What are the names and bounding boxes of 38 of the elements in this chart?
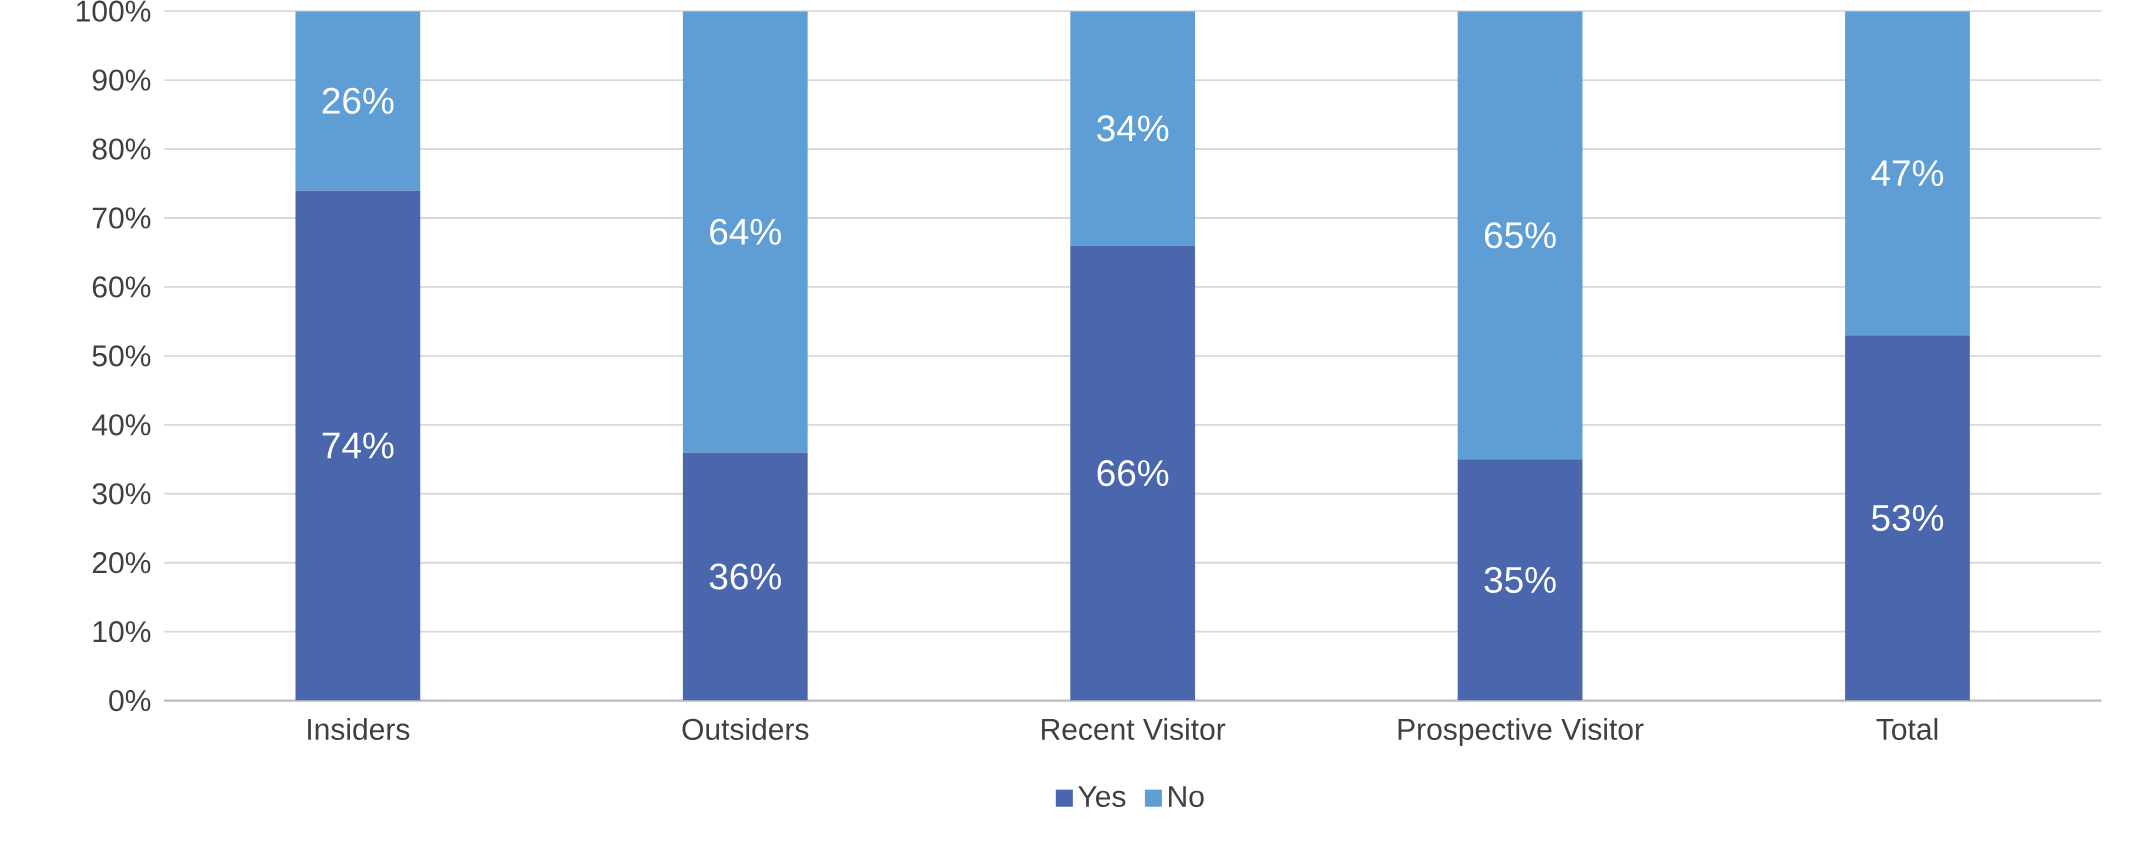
bar bbox=[682, 452, 808, 701]
data-label: 64% bbox=[710, 218, 781, 245]
y-tick-label: 50% bbox=[92, 345, 151, 367]
y-tick-label: 10% bbox=[93, 621, 151, 643]
bar bbox=[682, 11, 808, 453]
legend-label: Yes bbox=[1078, 786, 1126, 808]
y-tick-label: 70% bbox=[92, 207, 151, 229]
bar bbox=[1845, 335, 1970, 701]
x-tick-label: Total bbox=[1876, 718, 1938, 741]
bar bbox=[295, 11, 421, 191]
y-tick-label: 90% bbox=[92, 69, 151, 91]
bar bbox=[295, 190, 421, 701]
y-tick-label: 60% bbox=[92, 276, 151, 298]
legend-label: No bbox=[1169, 786, 1204, 808]
y-tick-label: 40% bbox=[92, 414, 151, 436]
data-label: 66% bbox=[1097, 460, 1169, 487]
bar bbox=[1845, 11, 1970, 336]
x-tick-label: Prospective Visitor bbox=[1398, 718, 1644, 747]
data-label: 36% bbox=[709, 563, 781, 590]
bar bbox=[1457, 459, 1583, 701]
data-label: 26% bbox=[322, 87, 394, 114]
y-tick-label: 100% bbox=[76, 0, 151, 22]
data-label: 74% bbox=[322, 432, 394, 459]
data-label: 35% bbox=[1484, 567, 1556, 594]
bar bbox=[1070, 245, 1196, 701]
y-tick-label: 30% bbox=[92, 483, 151, 505]
data-label: 34% bbox=[1097, 115, 1169, 142]
y-tick-label: 80% bbox=[92, 138, 151, 160]
data-label: 47% bbox=[1871, 160, 1944, 187]
y-tick-label: 0% bbox=[109, 690, 151, 712]
x-tick-label: Outsiders bbox=[682, 718, 809, 741]
data-label: 65% bbox=[1485, 222, 1556, 249]
x-tick-label: Insiders bbox=[308, 718, 410, 741]
bar bbox=[1070, 11, 1196, 246]
y-tick-label: 20% bbox=[92, 552, 151, 574]
data-label: 53% bbox=[1872, 504, 1944, 532]
x-tick-label: Recent Visitor bbox=[1042, 718, 1226, 741]
bar bbox=[1457, 11, 1583, 460]
